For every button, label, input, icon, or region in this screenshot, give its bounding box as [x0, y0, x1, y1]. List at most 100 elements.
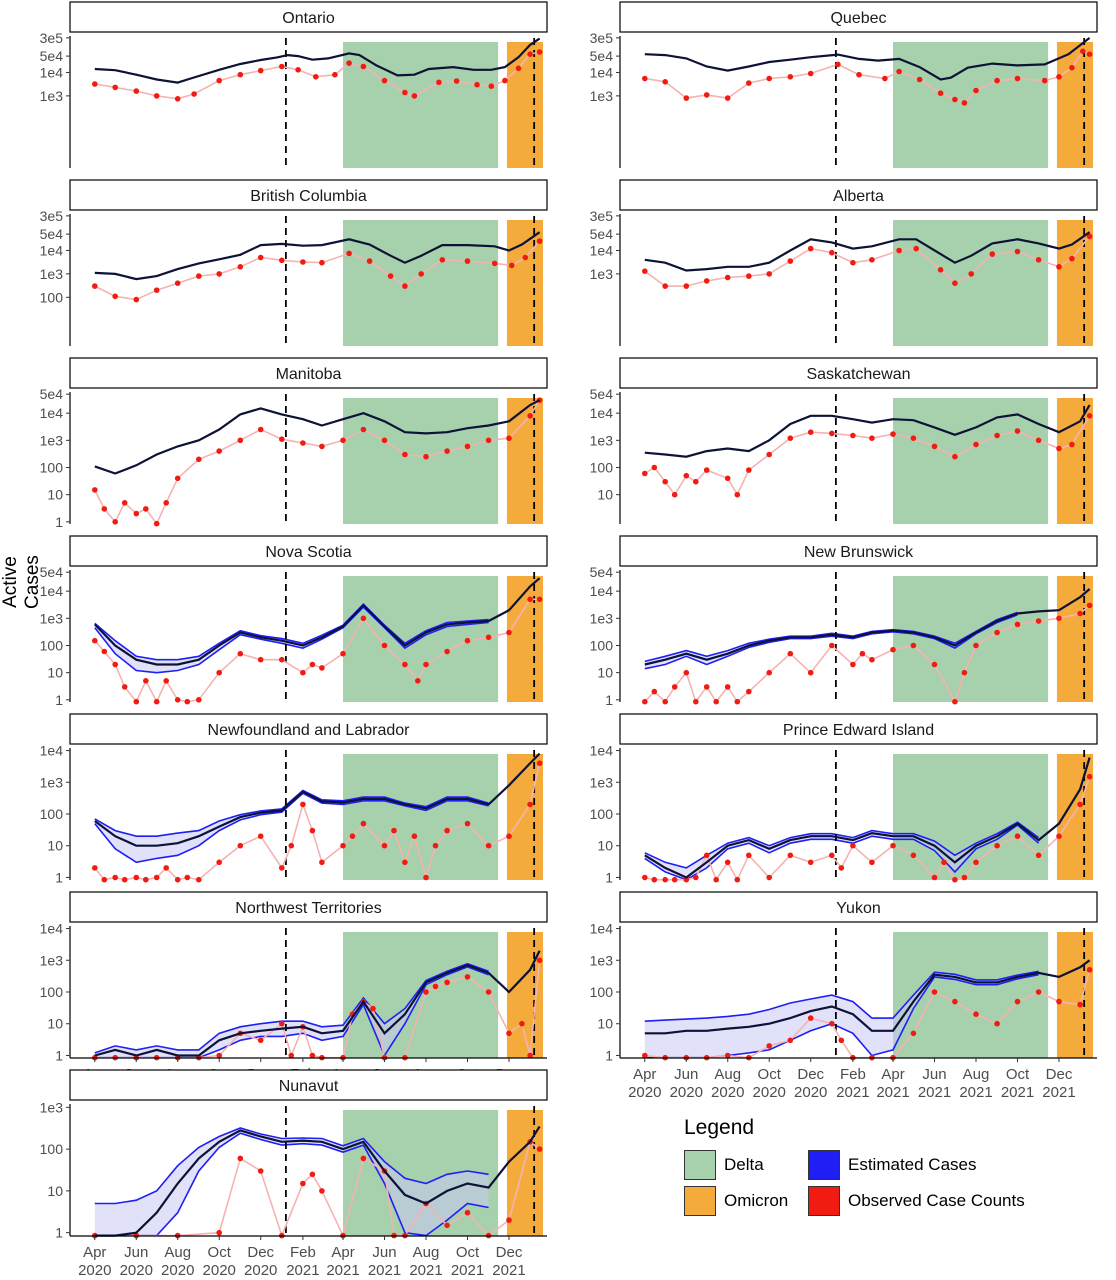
observed-point	[724, 684, 731, 690]
observed-point	[474, 81, 480, 88]
observed-point	[994, 1020, 1000, 1027]
observed-point	[746, 852, 752, 859]
observed-point	[216, 271, 222, 277]
observed-point	[196, 456, 202, 463]
delta-region	[893, 576, 1049, 702]
observed-point	[346, 60, 352, 66]
panel-new-brunswick: New Brunswick 5e4 1e4 1e3 100 10 1	[590, 535, 1098, 708]
observed-point	[432, 842, 439, 849]
observed-point	[931, 661, 938, 668]
observed-point	[896, 68, 902, 75]
observed-point	[850, 661, 856, 668]
y-tick-label: 1e4	[590, 242, 614, 258]
observed-point	[402, 859, 408, 866]
observed-line	[94, 763, 541, 881]
x-tick-label-month: Feb	[290, 1244, 316, 1261]
panel-title: Saskatchewan	[806, 366, 910, 383]
panel-manitoba: Manitoba 5e4 1e4 1e3 100 10 1	[40, 357, 548, 530]
y-tick-label: 3e5	[40, 30, 64, 46]
y-tick-label: 100	[40, 637, 64, 653]
observed-point	[683, 95, 690, 101]
observed-point	[522, 254, 529, 261]
observed-point	[746, 467, 752, 473]
panel-northwest-territories: Northwest Territories1e41e3100101Apr2020…	[40, 891, 548, 1101]
y-tick-label: 1e3	[40, 266, 64, 282]
observed-point	[952, 453, 958, 460]
estimate-upper-bound	[94, 962, 489, 1054]
observed-point	[1056, 74, 1062, 80]
y-tick-label: 1e4	[40, 405, 64, 421]
legend: Legend Delta Omicron Estimated Cases Obs…	[684, 1114, 1104, 1224]
observed-point	[257, 833, 264, 839]
observed-point	[882, 75, 888, 82]
observed-point	[391, 827, 397, 834]
observed-point	[279, 436, 285, 443]
observed-point	[174, 96, 181, 102]
y-tick-label: 100	[590, 984, 614, 1000]
observed-point	[829, 249, 835, 256]
observed-point	[1014, 248, 1021, 255]
observed-point	[485, 989, 492, 995]
y-tick-label: 1e3	[590, 266, 614, 282]
observed-point	[300, 259, 306, 265]
observed-point	[92, 487, 98, 493]
observed-point	[133, 296, 140, 303]
observed-point	[506, 1217, 512, 1223]
x-tick-label-month: Dec	[247, 1244, 274, 1261]
observed-point	[153, 287, 160, 294]
observed-point	[1014, 621, 1021, 628]
observed-point	[931, 874, 938, 881]
x-tick-label-year: 2021	[1042, 1084, 1075, 1101]
observed-point	[961, 100, 968, 106]
delta-region	[893, 42, 1049, 168]
legend-key-observed	[808, 1186, 840, 1216]
observed-point	[340, 437, 346, 444]
observed-point	[850, 842, 856, 849]
observed-point	[1035, 852, 1042, 859]
observed-point	[1014, 998, 1021, 1005]
observed-point	[174, 876, 181, 883]
observed-point	[519, 1020, 525, 1027]
x-tick-label-year: 2021	[492, 1262, 525, 1279]
panel-title: Ontario	[282, 10, 335, 27]
observed-point	[340, 650, 346, 657]
delta-region	[343, 220, 499, 346]
observed-point	[724, 95, 731, 101]
observed-point	[952, 280, 958, 287]
delta-region	[343, 398, 499, 524]
observed-point	[952, 698, 958, 705]
observed-point	[662, 478, 668, 485]
panel-title: Newfoundland and Labrador	[208, 722, 411, 739]
x-tick-label-year: 2021	[286, 1262, 319, 1279]
y-tick-label: 100	[40, 984, 64, 1000]
observed-point	[724, 274, 731, 281]
observed-point	[994, 432, 1000, 439]
y-tick-label: 10	[597, 487, 613, 503]
observed-point	[734, 491, 741, 498]
y-tick-label: 1e4	[590, 743, 614, 759]
observed-point	[850, 432, 856, 439]
observed-point	[869, 859, 875, 866]
omicron-region	[506, 398, 543, 524]
observed-point	[423, 989, 429, 995]
y-tick-label: 100	[590, 459, 614, 475]
observed-point	[1069, 441, 1075, 448]
observed-point	[952, 998, 958, 1005]
omicron-region	[506, 932, 543, 1058]
y-tick-label: 1e4	[40, 242, 64, 258]
observed-point	[174, 475, 181, 482]
observed-point	[642, 75, 648, 82]
observed-point	[1014, 428, 1021, 434]
observed-line	[94, 598, 540, 704]
observed-point	[216, 669, 222, 676]
observed-point	[1056, 615, 1062, 622]
observed-point	[693, 874, 699, 881]
observed-point	[340, 842, 346, 849]
y-tick-label: 1	[55, 1047, 63, 1063]
panel-strip	[69, 1, 548, 33]
observed-point	[724, 1052, 731, 1059]
observed-point	[216, 448, 222, 454]
panel-title: British Columbia	[250, 188, 367, 205]
